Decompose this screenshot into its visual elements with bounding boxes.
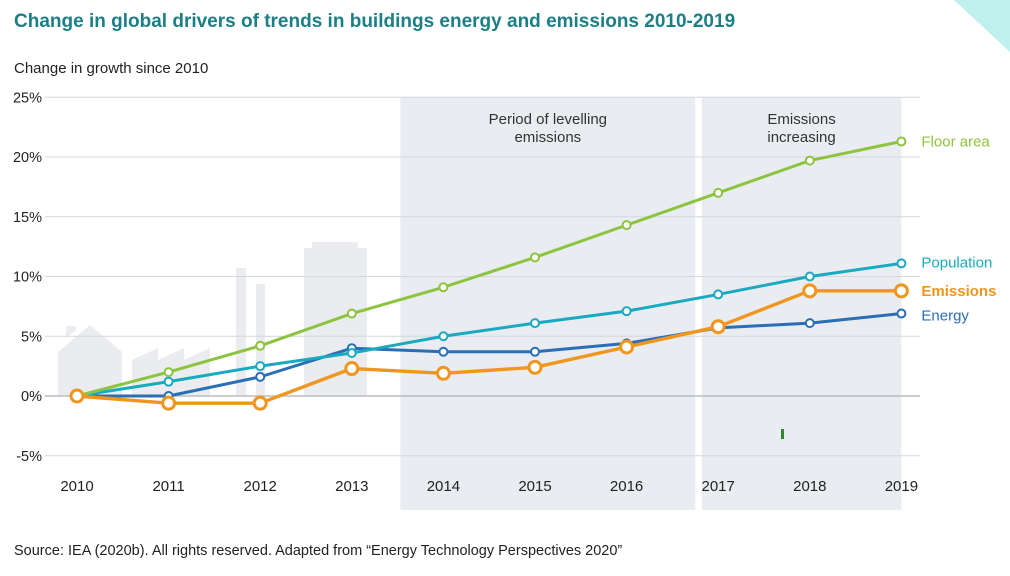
data-point xyxy=(255,361,266,372)
x-tick-label: 2016 xyxy=(610,478,643,495)
series-label: Floor area xyxy=(921,133,990,150)
data-point xyxy=(252,395,268,411)
y-tick-label: 0% xyxy=(21,389,42,405)
data-point xyxy=(896,308,907,319)
data-point xyxy=(346,347,357,358)
x-tick-label: 2012 xyxy=(244,478,277,495)
shaded-period-2 xyxy=(701,97,902,510)
house-icon xyxy=(58,325,122,396)
x-tick-label: 2017 xyxy=(702,478,735,495)
source-note: Source: IEA (2020b). All rights reserved… xyxy=(14,543,623,559)
x-ticks: 2010 2011 2012 2013 2014 2015 2016 2017 2018 2019 xyxy=(60,478,918,495)
y-axis-label: Change in growth since 2010 xyxy=(14,60,209,77)
data-point xyxy=(804,271,815,282)
data-point xyxy=(896,136,907,147)
chimney-icon xyxy=(236,268,246,396)
shaded-periods xyxy=(400,97,902,510)
data-point xyxy=(255,371,266,382)
data-point xyxy=(893,283,909,299)
x-tick-label: 2018 xyxy=(793,478,826,495)
data-point xyxy=(710,319,726,335)
y-tick-label: 10% xyxy=(13,270,42,286)
data-point xyxy=(619,339,635,355)
data-point xyxy=(438,331,449,342)
data-point xyxy=(804,318,815,329)
chart-title: Change in global drivers of trends in bu… xyxy=(14,11,736,32)
series-line xyxy=(77,312,902,398)
series-label: Population xyxy=(921,254,992,271)
series-line xyxy=(76,139,902,398)
data-point xyxy=(804,155,815,166)
data-point xyxy=(344,361,360,377)
data-point xyxy=(69,388,85,404)
data-point xyxy=(896,258,907,269)
x-tick-label: 2011 xyxy=(152,478,184,495)
data-point xyxy=(346,308,357,319)
data-point xyxy=(621,306,632,317)
x-tick-label: 2015 xyxy=(518,478,551,495)
data-point xyxy=(161,395,177,411)
y-tick-label: -5% xyxy=(16,449,42,465)
data-point xyxy=(713,187,724,198)
chimney-icon-2 xyxy=(256,284,265,396)
series-line xyxy=(76,261,902,398)
annotation-text: emissions xyxy=(514,129,581,146)
data-point xyxy=(713,289,724,300)
data-point xyxy=(163,367,174,378)
annotation-text: increasing xyxy=(767,129,835,146)
x-tick-label: 2014 xyxy=(427,478,460,495)
data-point xyxy=(435,365,451,381)
x-tick-label: 2019 xyxy=(885,478,918,495)
series-label: Emissions xyxy=(921,283,996,300)
y-tick-label: 25% xyxy=(13,90,42,106)
grid xyxy=(45,96,920,457)
series-label: Energy xyxy=(921,308,969,325)
data-point xyxy=(530,252,540,263)
annotation-text: Period of levelling xyxy=(489,111,607,128)
data-point xyxy=(438,282,449,293)
y-ticks: -5% 0% 5% 10% 15% 20% 25% xyxy=(13,90,42,465)
data-point xyxy=(527,359,543,375)
x-tick-label: 2010 xyxy=(60,478,93,495)
y-tick-label: 15% xyxy=(13,210,42,226)
y-tick-label: 20% xyxy=(13,150,42,166)
series-labels: Energy Population Floor area Emissions xyxy=(921,133,996,324)
data-point xyxy=(530,346,540,357)
series-emissions xyxy=(69,283,909,411)
y-tick-label: 5% xyxy=(21,329,42,345)
series-line xyxy=(76,289,902,405)
x-tick-label: 2013 xyxy=(335,478,368,495)
series-floor-area xyxy=(72,136,907,401)
data-point xyxy=(255,340,266,351)
data-point xyxy=(438,346,449,357)
data-point xyxy=(530,318,540,329)
data-point xyxy=(802,283,818,299)
data-point xyxy=(621,220,632,231)
corner-decoration xyxy=(954,0,1010,52)
shaded-period-1 xyxy=(400,97,696,510)
data-point xyxy=(163,376,174,387)
small-marker xyxy=(781,429,784,439)
series xyxy=(69,136,909,411)
annotation-text: Emissions xyxy=(767,111,835,128)
